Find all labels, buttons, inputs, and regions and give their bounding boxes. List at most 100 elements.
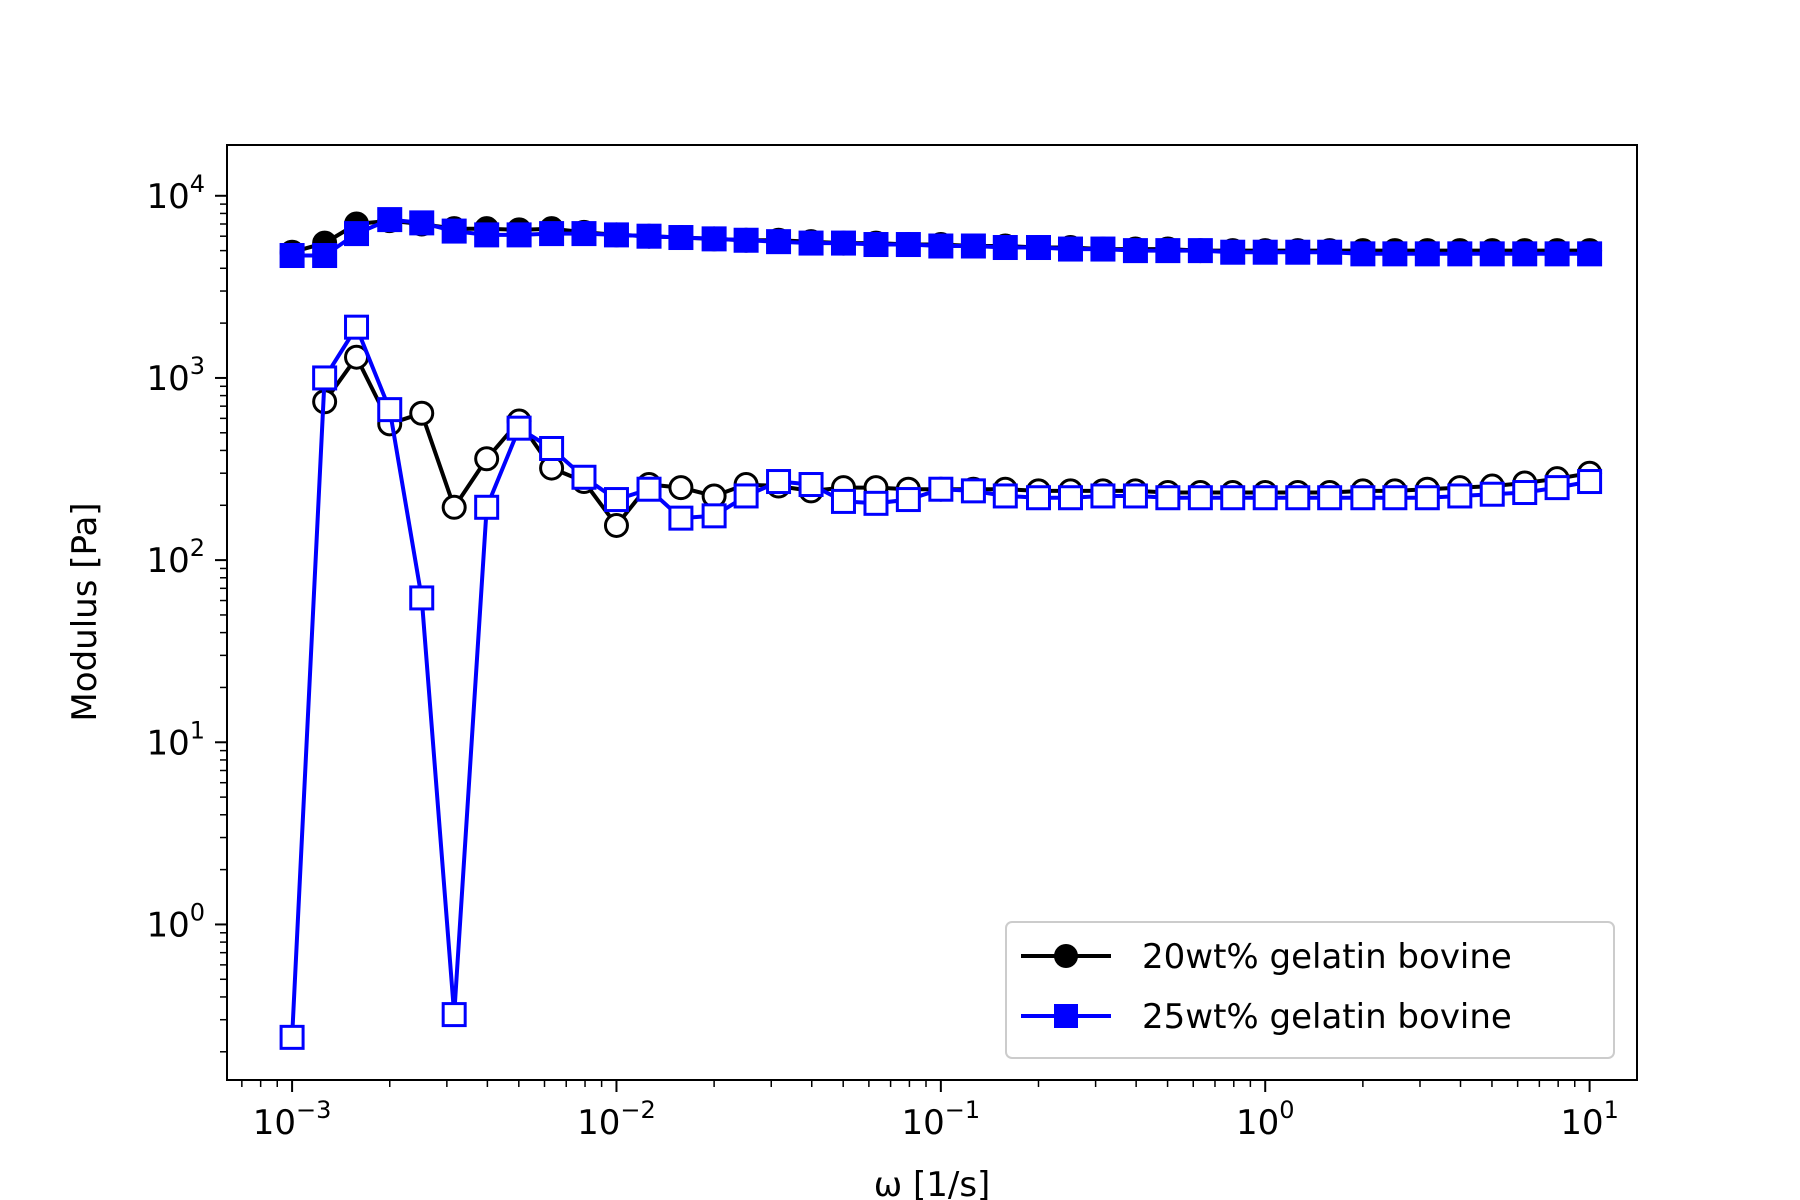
point-25wt-loss [895, 487, 921, 513]
point-25wt-storage [344, 221, 370, 247]
point-20wt-loss [474, 446, 500, 472]
point-25wt-loss [1122, 483, 1148, 509]
y-tick-label: 100 [146, 898, 205, 945]
x-tick-label: 10−2 [577, 1096, 656, 1143]
point-25wt-loss [1577, 469, 1603, 495]
point-25wt-storage [701, 226, 727, 252]
x-tick-label: 10−1 [902, 1096, 981, 1143]
legend-marker-20wt [1054, 944, 1078, 968]
x-axis: 10−3 10−2 10−1 100 101 [241, 1080, 1619, 1143]
point-25wt-storage [1382, 241, 1408, 267]
point-25wt-loss [668, 505, 694, 531]
x-tick-label: 10−3 [253, 1096, 332, 1143]
point-25wt-loss [960, 478, 986, 504]
point-25wt-loss [863, 490, 889, 516]
point-25wt-storage [312, 243, 338, 269]
point-25wt-storage [1577, 241, 1603, 267]
point-25wt-storage [506, 222, 532, 248]
point-25wt-loss [733, 483, 759, 509]
point-20wt-loss [668, 475, 694, 501]
point-25wt-loss [539, 435, 565, 461]
point-25wt-storage [474, 222, 500, 248]
point-25wt-storage [928, 233, 954, 259]
point-25wt-storage [1187, 238, 1213, 264]
point-25wt-loss [1220, 485, 1246, 511]
point-25wt-storage [1220, 239, 1246, 265]
point-20wt-loss [441, 494, 467, 520]
legend-box [1005, 921, 1615, 1059]
point-25wt-loss [928, 476, 954, 502]
point-25wt-loss [1155, 485, 1181, 511]
point-25wt-loss [474, 494, 500, 520]
point-25wt-storage [279, 243, 305, 269]
point-25wt-storage [1544, 241, 1570, 267]
point-25wt-storage [1447, 241, 1473, 267]
point-25wt-loss [1350, 485, 1376, 511]
y-tick-label: 101 [146, 716, 205, 763]
point-25wt-loss [1447, 483, 1473, 509]
point-20wt-loss [409, 400, 435, 426]
point-25wt-storage [1252, 239, 1278, 265]
point-25wt-loss [506, 415, 532, 441]
point-25wt-loss [798, 472, 824, 498]
point-25wt-loss [830, 488, 856, 514]
point-25wt-storage [960, 233, 986, 259]
point-25wt-loss [441, 1002, 467, 1028]
point-25wt-storage [1414, 241, 1440, 267]
point-25wt-loss [571, 464, 597, 490]
point-25wt-storage [1090, 236, 1116, 262]
point-25wt-storage [409, 210, 435, 236]
point-25wt-storage [895, 232, 921, 258]
y-tick-label: 104 [146, 170, 205, 217]
point-25wt-loss [312, 365, 338, 391]
point-25wt-loss [1382, 485, 1408, 511]
plot-frame [226, 144, 1638, 1081]
point-25wt-loss [1479, 481, 1505, 507]
point-20wt-loss [603, 512, 629, 538]
point-25wt-loss [1090, 483, 1116, 509]
point-25wt-loss [636, 476, 662, 502]
y-tick-label: 102 [146, 534, 205, 581]
point-25wt-storage [377, 207, 403, 233]
legend-label-20wt: 20wt% gelatin bovine [1142, 937, 1512, 977]
point-25wt-loss [1025, 485, 1051, 511]
x-tick-label: 100 [1236, 1096, 1295, 1143]
point-25wt-loss [279, 1024, 305, 1050]
point-25wt-loss [1252, 485, 1278, 511]
legend: 20wt% gelatin bovine 25wt% gelatin bovin… [1005, 921, 1615, 1059]
point-25wt-loss [701, 503, 727, 529]
point-25wt-storage [539, 221, 565, 247]
point-25wt-loss [377, 397, 403, 423]
point-25wt-storage [733, 227, 759, 253]
point-25wt-storage [668, 225, 694, 251]
point-25wt-storage [1122, 238, 1148, 264]
point-25wt-storage [1155, 238, 1181, 264]
point-25wt-storage [830, 230, 856, 256]
point-25wt-loss [1512, 480, 1538, 506]
point-25wt-storage [1317, 239, 1343, 265]
point-25wt-loss [1317, 485, 1343, 511]
x-axis-label: ω [1/s] [874, 1165, 991, 1200]
point-25wt-storage [1512, 241, 1538, 267]
legend-label-25wt: 25wt% gelatin bovine [1142, 997, 1512, 1037]
point-25wt-storage [1479, 241, 1505, 267]
legend-marker-25wt [1054, 1004, 1078, 1028]
point-25wt-storage [863, 232, 889, 258]
y-axis: 100 101 102 103 104 [146, 170, 227, 1053]
point-25wt-loss [603, 487, 629, 513]
point-25wt-storage [798, 230, 824, 256]
point-25wt-loss [1544, 475, 1570, 501]
point-25wt-loss [766, 469, 792, 495]
point-25wt-storage [1350, 241, 1376, 267]
point-25wt-loss [344, 314, 370, 340]
point-25wt-loss [1057, 485, 1083, 511]
point-25wt-storage [1285, 239, 1311, 265]
point-25wt-storage [636, 223, 662, 249]
point-25wt-storage [603, 222, 629, 248]
point-25wt-storage [1057, 236, 1083, 262]
point-25wt-storage [571, 221, 597, 247]
series-layer [279, 207, 1603, 1050]
point-25wt-storage [766, 229, 792, 255]
point-25wt-loss [409, 585, 435, 611]
